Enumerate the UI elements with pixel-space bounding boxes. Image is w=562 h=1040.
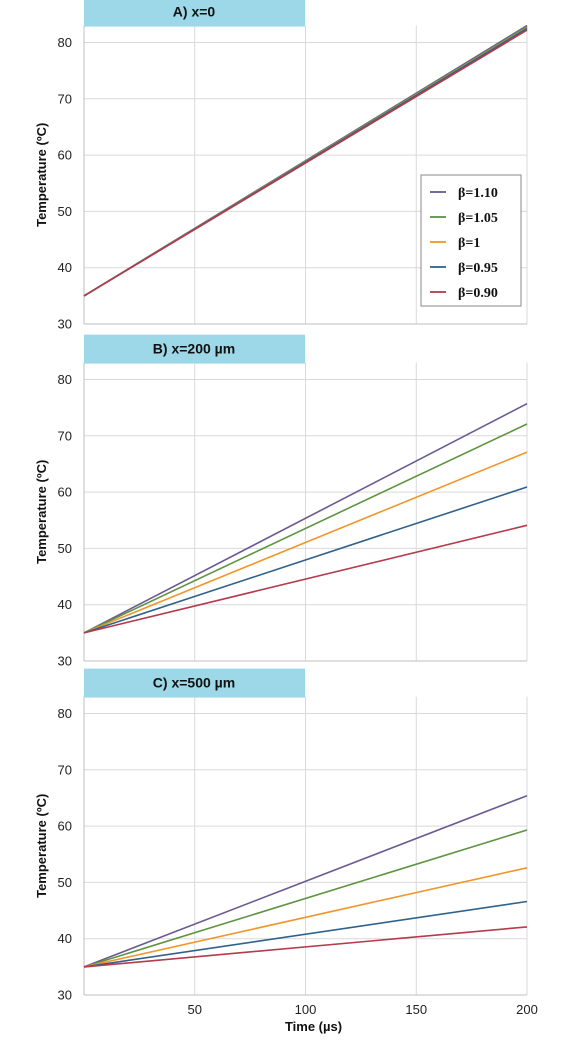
- panel-c: 30 40 50 60 70 80 Temperature (ºC) C) x=500 µm 5…: [34, 668, 538, 1034]
- y-tick-label: 60: [58, 819, 72, 834]
- series-line: [83, 486, 528, 634]
- y-tick-label: 80: [58, 35, 72, 50]
- panel-b: 30 40 50 60 70 80 Temperature (ºC) B) x=200 µm: [34, 334, 528, 669]
- y-tick-label: 50: [58, 541, 72, 556]
- panel-title: A) x=0: [173, 4, 216, 20]
- y-tick-label: 80: [58, 372, 72, 387]
- panel-a: 30 40 50 60 70 80 Temperature (ºC) A) x=0 β=1.10…: [34, 0, 528, 332]
- panel-title-box: [84, 0, 305, 27]
- y-tick-label: 70: [58, 762, 72, 777]
- y-tick-label: 70: [58, 428, 72, 443]
- x-tick-label: 200: [516, 1002, 538, 1017]
- legend-label: β=0.95: [458, 261, 498, 276]
- series-line: [83, 829, 528, 968]
- series-line: [83, 794, 528, 968]
- y-tick-label: 50: [58, 204, 72, 219]
- y-tick-label: 30: [58, 654, 72, 669]
- y-tick-label: 70: [58, 91, 72, 106]
- series-line: [83, 524, 528, 634]
- y-tick-label: 30: [58, 988, 72, 1003]
- x-tick-label: 100: [295, 1002, 317, 1017]
- legend: β=1.10 β=1.05 β=1 β=0.95 β=0.90: [420, 174, 522, 307]
- x-tick-label: 50: [188, 1002, 202, 1017]
- y-tick-label: 80: [58, 706, 72, 721]
- series-line: [83, 402, 528, 634]
- y-axis-title: Temperature (ºC): [34, 794, 49, 898]
- legend-label: β=1.05: [458, 211, 498, 226]
- series-line: [83, 900, 528, 968]
- y-tick-label: 40: [58, 597, 72, 612]
- legend-label: β=1: [458, 236, 480, 251]
- y-axis-title: Temperature (ºC): [34, 123, 49, 227]
- x-tick-label: 150: [405, 1002, 427, 1017]
- y-axis-title: Temperature (ºC): [34, 460, 49, 564]
- panel-title-box: [84, 334, 305, 364]
- y-tick-label: 40: [58, 260, 72, 275]
- y-tick-label: 60: [58, 485, 72, 500]
- series-line: [83, 423, 528, 634]
- panel-title-box: [84, 668, 305, 698]
- series-line: [83, 926, 528, 968]
- y-tick-label: 30: [58, 317, 72, 332]
- y-tick-label: 60: [58, 148, 72, 163]
- series-line: [83, 29, 528, 297]
- panel-title: B) x=200 µm: [153, 341, 235, 357]
- legend-label: β=1.10: [458, 186, 498, 201]
- series-line: [83, 867, 528, 968]
- y-tick-label: 50: [58, 875, 72, 890]
- y-tick-label: 40: [58, 931, 72, 946]
- legend-box: [420, 174, 522, 307]
- series-line: [83, 451, 528, 634]
- panel-title: C) x=500 µm: [153, 675, 235, 691]
- x-axis-title: Time (µs): [285, 1019, 342, 1034]
- legend-label: β=0.90: [458, 286, 498, 301]
